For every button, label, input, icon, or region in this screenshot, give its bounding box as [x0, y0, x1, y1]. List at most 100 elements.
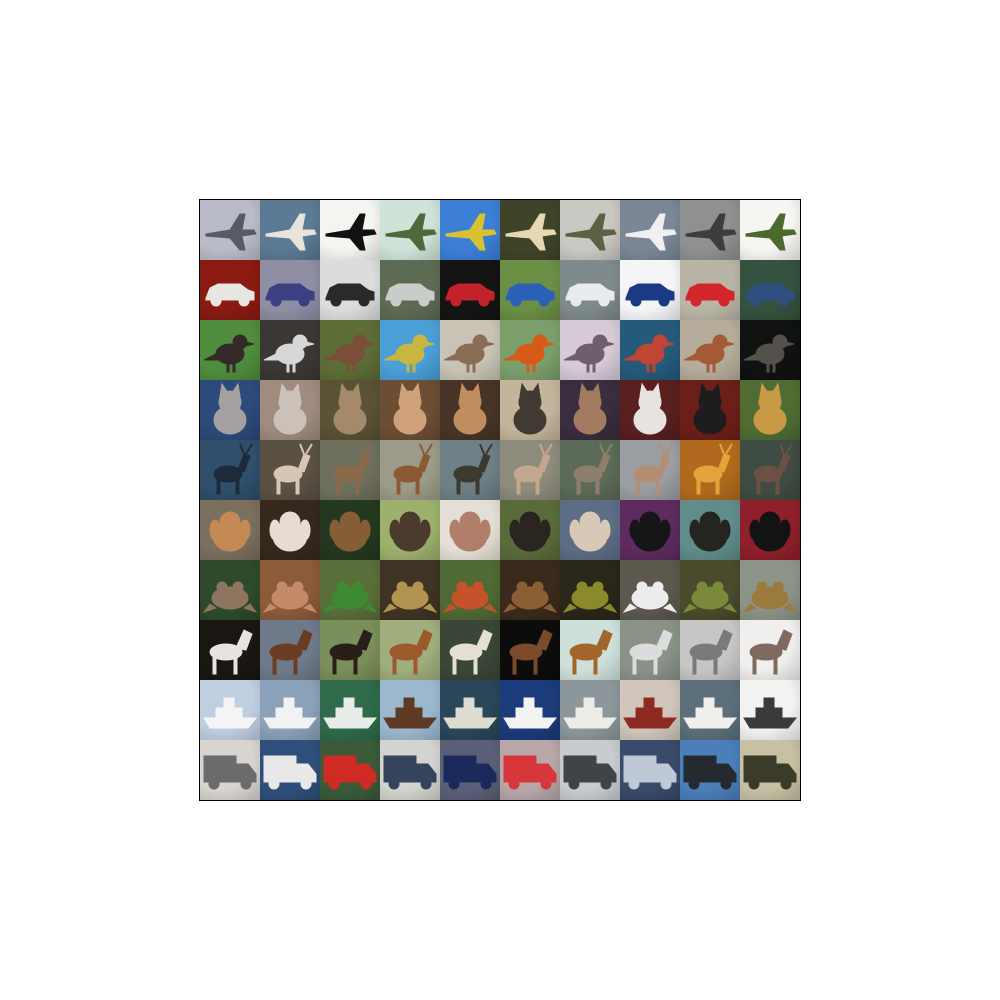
image-tile-airplane-9: [680, 200, 740, 260]
image-tile-cat-9: [680, 380, 740, 440]
image-tile-dog-3: [320, 500, 380, 560]
cat-icon: [633, 382, 667, 435]
image-tile-ship-3: [320, 680, 380, 740]
image-tile-deer-6: [500, 440, 560, 500]
car-icon: [265, 283, 315, 307]
image-tile-ship-4: [380, 680, 440, 740]
dog-icon: [569, 511, 611, 552]
image-tile-deer-10: [740, 440, 800, 500]
image-tile-automobile-8: [620, 260, 680, 320]
image-tile-airplane-1: [200, 200, 260, 260]
image-tile-ship-8: [620, 680, 680, 740]
image-tile-truck-3: [320, 740, 380, 800]
image-tile-frog-7: [560, 560, 620, 620]
image-tile-bird-5: [440, 320, 500, 380]
bird-icon: [683, 334, 735, 373]
image-tile-automobile-6: [500, 260, 560, 320]
ship-icon: [503, 697, 558, 729]
ship-icon: [263, 697, 318, 729]
image-tile-bird-9: [680, 320, 740, 380]
airplane-icon: [625, 213, 677, 251]
airplane-icon: [565, 213, 617, 251]
image-tile-deer-9: [680, 440, 740, 500]
image-tile-bird-7: [560, 320, 620, 380]
image-tile-deer-3: [320, 440, 380, 500]
frog-icon: [682, 581, 738, 613]
image-tile-deer-2: [260, 440, 320, 500]
bird-icon: [203, 334, 255, 373]
ship-icon: [623, 697, 678, 729]
image-tile-frog-5: [440, 560, 500, 620]
image-tile-horse-2: [260, 620, 320, 680]
image-tile-truck-4: [380, 740, 440, 800]
truck-icon: [383, 755, 437, 790]
bird-icon: [263, 334, 315, 373]
dog-icon: [749, 511, 791, 552]
deer-icon: [213, 443, 253, 495]
image-tile-airplane-8: [620, 200, 680, 260]
image-tile-bird-6: [500, 320, 560, 380]
car-icon: [385, 283, 435, 307]
image-tile-deer-1: [200, 440, 260, 500]
bird-icon: [323, 334, 375, 373]
horse-icon: [509, 629, 553, 675]
image-tile-cat-10: [740, 380, 800, 440]
image-tile-airplane-2: [260, 200, 320, 260]
image-tile-deer-8: [620, 440, 680, 500]
image-tile-bird-10: [740, 320, 800, 380]
cat-icon: [333, 382, 367, 435]
horse-icon: [269, 629, 313, 675]
image-tile-ship-7: [560, 680, 620, 740]
image-tile-airplane-3: [320, 200, 380, 260]
horse-icon: [449, 629, 493, 675]
image-tile-airplane-4: [380, 200, 440, 260]
ship-icon: [323, 697, 378, 729]
deer-icon: [753, 443, 793, 495]
cat-icon: [753, 382, 787, 435]
truck-icon: [623, 755, 677, 790]
image-tile-truck-2: [260, 740, 320, 800]
deer-icon: [333, 443, 373, 495]
image-tile-horse-6: [500, 620, 560, 680]
image-tile-dog-10: [740, 500, 800, 560]
airplane-icon: [385, 213, 437, 251]
image-tile-airplane-7: [560, 200, 620, 260]
image-tile-ship-6: [500, 680, 560, 740]
dog-icon: [329, 511, 371, 552]
image-tile-airplane-5: [440, 200, 500, 260]
horse-icon: [689, 629, 733, 675]
bird-icon: [503, 334, 555, 373]
cat-icon: [693, 382, 727, 435]
frog-icon: [382, 581, 438, 613]
airplane-icon: [205, 213, 257, 251]
image-tile-horse-9: [680, 620, 740, 680]
image-tile-cat-4: [380, 380, 440, 440]
truck-icon: [263, 755, 317, 790]
image-tile-dog-2: [260, 500, 320, 560]
truck-icon: [443, 755, 497, 790]
image-tile-horse-4: [380, 620, 440, 680]
image-tile-frog-3: [320, 560, 380, 620]
image-tile-frog-9: [680, 560, 740, 620]
bird-icon: [563, 334, 615, 373]
image-tile-truck-5: [440, 740, 500, 800]
ship-icon: [443, 697, 498, 729]
image-tile-automobile-2: [260, 260, 320, 320]
image-tile-bird-2: [260, 320, 320, 380]
car-icon: [505, 283, 555, 307]
airplane-icon: [745, 213, 797, 251]
car-icon: [205, 283, 255, 307]
image-tile-automobile-3: [320, 260, 380, 320]
car-icon: [565, 283, 615, 307]
image-tile-truck-10: [740, 740, 800, 800]
horse-icon: [209, 629, 253, 675]
image-tile-dog-4: [380, 500, 440, 560]
cat-icon: [573, 382, 607, 435]
image-tile-dog-8: [620, 500, 680, 560]
image-tile-deer-4: [380, 440, 440, 500]
ship-icon: [563, 697, 618, 729]
ship-icon: [383, 697, 438, 729]
image-tile-cat-2: [260, 380, 320, 440]
frog-icon: [322, 581, 378, 613]
dog-icon: [209, 511, 251, 552]
